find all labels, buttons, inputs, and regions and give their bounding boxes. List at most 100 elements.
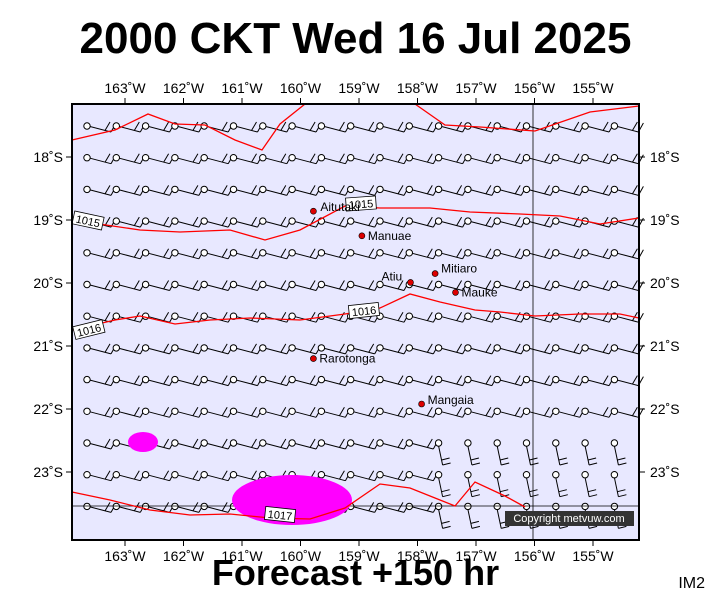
wind-barb: [376, 248, 410, 260]
lon-label-bottom: 157˚W: [455, 548, 497, 564]
lat-label-right: 22˚S: [650, 401, 680, 417]
wind-barb: [112, 407, 146, 418]
rain-area: [232, 475, 352, 525]
place-name: Mauke: [462, 285, 498, 299]
isobar-1016: [71, 293, 640, 331]
svg-text:1017: 1017: [267, 509, 293, 523]
place-name: Mitiaro: [441, 262, 477, 276]
wind-barb: [434, 343, 469, 355]
place-marker: Aitutaki: [310, 200, 360, 215]
lon-label-bottom: 159˚W: [338, 548, 380, 564]
wind-barb: [610, 471, 627, 498]
wind-barb: [83, 470, 117, 482]
lon-label-top: 163˚W: [104, 80, 146, 96]
wind-barb: [522, 471, 539, 498]
wind-barb: [493, 439, 510, 466]
wind-barb: [464, 439, 481, 466]
wind-barb: [434, 471, 451, 498]
place-name: Aitutaki: [320, 200, 359, 214]
lon-label-bottom: 160˚W: [280, 548, 322, 564]
wind-barb: [347, 185, 381, 196]
lat-label-right: 23˚S: [650, 464, 680, 480]
wind-barb: [581, 471, 598, 498]
place-dot: [407, 279, 414, 286]
place-name: Rarotonga: [319, 352, 375, 366]
wind-barb: [259, 438, 293, 450]
copyright-badge: Copyright metvuw.com: [505, 511, 634, 526]
map-frame: [71, 103, 640, 541]
svg-text:1015: 1015: [75, 214, 101, 231]
place-dot: [358, 232, 366, 240]
forecast-label: Forecast +150 hr: [211, 552, 500, 593]
wind-barb: [610, 121, 644, 133]
wind-barb: [376, 216, 410, 228]
wind-barb: [405, 343, 439, 355]
lon-label-top: 161˚W: [221, 80, 263, 96]
wind-barb: [317, 280, 351, 291]
wind-barb: [200, 185, 234, 196]
wind-barb: [141, 153, 176, 165]
place-markers: Aitutaki Manuae Atiu Mitiaro Mauke Rarotonga M…: [310, 200, 498, 408]
svg-text:1015: 1015: [348, 198, 373, 212]
place-marker: Rarotonga: [310, 352, 376, 366]
place-marker: Mauke: [452, 285, 498, 299]
wind-barb: [376, 470, 410, 482]
wind-barb: [434, 216, 469, 228]
lon-label-top: 162˚W: [163, 80, 205, 96]
wind-barb: [493, 248, 527, 260]
wind-barb: [83, 407, 117, 418]
wind-barb: [347, 153, 381, 165]
lon-label-top: 155˚W: [572, 80, 614, 96]
image-code: IM2: [678, 575, 705, 592]
lon-label-bottom: 163˚W: [104, 548, 146, 564]
wind-barb: [171, 343, 205, 355]
lat-label-left: 21˚S: [33, 338, 63, 354]
axes: 163˚W 163˚W 162˚W 162˚W 161˚W 161˚W 160˚W 160˚W…: [33, 80, 679, 564]
wind-barb: [493, 153, 527, 165]
place-dot: [310, 355, 317, 362]
map-title: 2000 CKT Wed 16 Jul 2025: [79, 14, 632, 63]
wind-barb: [434, 439, 451, 466]
wind-barb: [112, 470, 146, 482]
wind-barb: [405, 470, 439, 482]
wind-barb: [434, 407, 469, 418]
place-marker: Mitiaro: [431, 262, 477, 277]
place-dot: [310, 207, 317, 215]
isobar-label: 1015: [71, 210, 105, 231]
wind-barb: [581, 153, 615, 165]
wind-barb: [141, 216, 176, 228]
wind-barb: [552, 185, 586, 196]
place-name: Manuae: [368, 229, 412, 243]
wind-barb: [552, 216, 586, 228]
lat-label-right: 19˚S: [650, 212, 680, 228]
lat-label-left: 23˚S: [33, 464, 63, 480]
isobar-label: 1016: [347, 302, 380, 319]
wind-barb: [376, 121, 410, 133]
isobar-label: 1015: [345, 195, 377, 212]
wind-barb: [288, 248, 322, 260]
lon-label-top: 159˚W: [338, 80, 380, 96]
lat-label-right: 20˚S: [650, 275, 680, 291]
wind-barb: [288, 153, 322, 165]
wind-barb: [112, 248, 146, 260]
isobar-1014b: [414, 103, 640, 132]
wind-barb: [464, 311, 498, 323]
wind-barb: [259, 185, 293, 196]
wind-barb: [610, 439, 627, 466]
wind-barb: [581, 185, 615, 196]
place-name: Atiu: [382, 269, 403, 283]
lon-label-top: 158˚W: [397, 80, 439, 96]
lat-label-right: 21˚S: [650, 338, 680, 354]
wind-barb: [552, 248, 586, 260]
wind-barb: [610, 153, 644, 165]
place-dot: [452, 289, 459, 296]
wind-barb: [83, 375, 117, 387]
wind-barb: [171, 375, 205, 387]
wind-barb: [229, 216, 263, 228]
copyright-text: Copyright metvuw.com: [513, 513, 624, 525]
lat-label-left: 19˚S: [33, 212, 63, 228]
isobar-1017: [71, 481, 526, 520]
lat-label-left: 18˚S: [33, 149, 63, 165]
isobar-label: 1016: [72, 319, 106, 340]
place-dot: [431, 270, 439, 277]
